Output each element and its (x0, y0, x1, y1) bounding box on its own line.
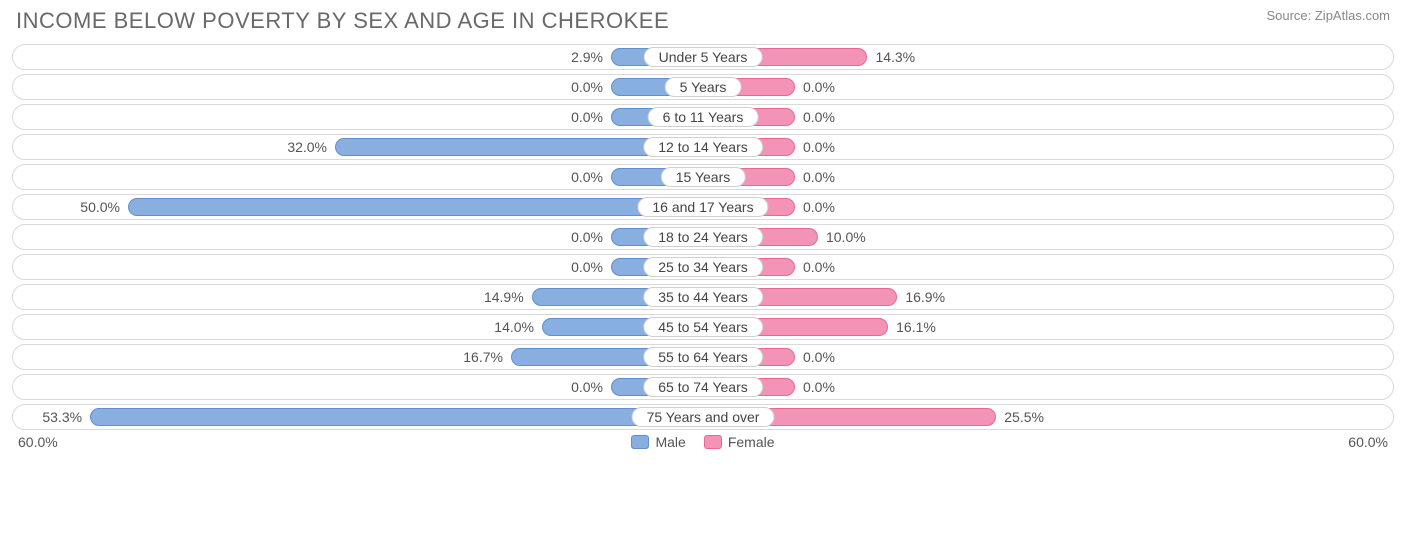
chart-rows: 2.9%14.3%Under 5 Years0.0%0.0%5 Years0.0… (12, 44, 1394, 430)
category-label: 15 Years (661, 167, 746, 187)
category-label: 55 to 64 Years (643, 347, 763, 367)
female-value-label: 0.0% (803, 109, 835, 125)
female-value-label: 0.0% (803, 259, 835, 275)
male-bar (90, 408, 703, 426)
category-label: 35 to 44 Years (643, 287, 763, 307)
category-label: 12 to 14 Years (643, 137, 763, 157)
chart-row: 14.9% 16.9% 35 to 44 Years (12, 284, 1394, 310)
male-value-label: 0.0% (571, 259, 603, 275)
male-swatch-icon (631, 435, 649, 449)
chart-row: 14.0% 16.1% 45 to 54 Years (12, 314, 1394, 340)
female-value-label: 25.5% (1004, 409, 1044, 425)
chart-row: 32.0% 0.0% 12 to 14 Years (12, 134, 1394, 160)
chart-row: 0.0% 10.0% 18 to 24 Years (12, 224, 1394, 250)
category-label: 65 to 74 Years (643, 377, 763, 397)
female-value-label: 0.0% (803, 139, 835, 155)
female-value-label: 10.0% (826, 229, 866, 245)
category-label: 25 to 34 Years (643, 257, 763, 277)
chart-footer: 60.0% Male Female 60.0% (12, 430, 1394, 450)
chart-row: 0.0% 0.0% 25 to 34 Years (12, 254, 1394, 280)
chart-source: Source: ZipAtlas.com (1266, 8, 1390, 23)
male-bar (128, 198, 703, 216)
male-value-label: 32.0% (287, 139, 327, 155)
male-value-label: 14.9% (484, 289, 524, 305)
chart-row: 16.7% 0.0% 55 to 64 Years (12, 344, 1394, 370)
category-label: 16 and 17 Years (637, 197, 768, 217)
legend-female: Female (704, 434, 775, 450)
chart-title: INCOME BELOW POVERTY BY SEX AND AGE IN C… (16, 8, 669, 34)
chart-row: 2.9% 14.3% Under 5 Years (12, 44, 1394, 70)
legend-female-label: Female (728, 434, 775, 450)
legend: Male Female (631, 434, 774, 450)
chart-row: 0.0% 0.0% 5 Years (12, 74, 1394, 100)
chart-header: INCOME BELOW POVERTY BY SEX AND AGE IN C… (12, 8, 1394, 44)
male-value-label: 0.0% (571, 109, 603, 125)
chart-row: 53.3% 25.5% 75 Years and over (12, 404, 1394, 430)
female-value-label: 0.0% (803, 169, 835, 185)
category-label: 45 to 54 Years (643, 317, 763, 337)
axis-max-left: 60.0% (18, 434, 58, 450)
male-value-label: 0.0% (571, 169, 603, 185)
legend-male-label: Male (655, 434, 685, 450)
female-value-label: 0.0% (803, 199, 835, 215)
male-value-label: 14.0% (494, 319, 534, 335)
male-value-label: 0.0% (571, 79, 603, 95)
category-label: 18 to 24 Years (643, 227, 763, 247)
male-value-label: 53.3% (42, 409, 82, 425)
male-value-label: 2.9% (571, 49, 603, 65)
category-label: 6 to 11 Years (648, 107, 759, 127)
category-label: 75 Years and over (632, 407, 775, 427)
population-pyramid-chart: INCOME BELOW POVERTY BY SEX AND AGE IN C… (0, 0, 1406, 462)
female-swatch-icon (704, 435, 722, 449)
female-value-label: 16.9% (905, 289, 945, 305)
chart-row: 0.0% 0.0% 15 Years (12, 164, 1394, 190)
chart-row: 0.0% 0.0% 6 to 11 Years (12, 104, 1394, 130)
female-value-label: 14.3% (875, 49, 915, 65)
category-label: Under 5 Years (644, 47, 763, 67)
chart-row: 50.0% 0.0% 16 and 17 Years (12, 194, 1394, 220)
male-value-label: 0.0% (571, 229, 603, 245)
male-value-label: 0.0% (571, 379, 603, 395)
female-value-label: 0.0% (803, 379, 835, 395)
category-label: 5 Years (665, 77, 742, 97)
male-value-label: 50.0% (80, 199, 120, 215)
male-value-label: 16.7% (463, 349, 503, 365)
axis-max-right: 60.0% (1348, 434, 1388, 450)
female-value-label: 0.0% (803, 349, 835, 365)
female-value-label: 0.0% (803, 79, 835, 95)
female-value-label: 16.1% (896, 319, 936, 335)
legend-male: Male (631, 434, 685, 450)
chart-row: 0.0% 0.0% 65 to 74 Years (12, 374, 1394, 400)
